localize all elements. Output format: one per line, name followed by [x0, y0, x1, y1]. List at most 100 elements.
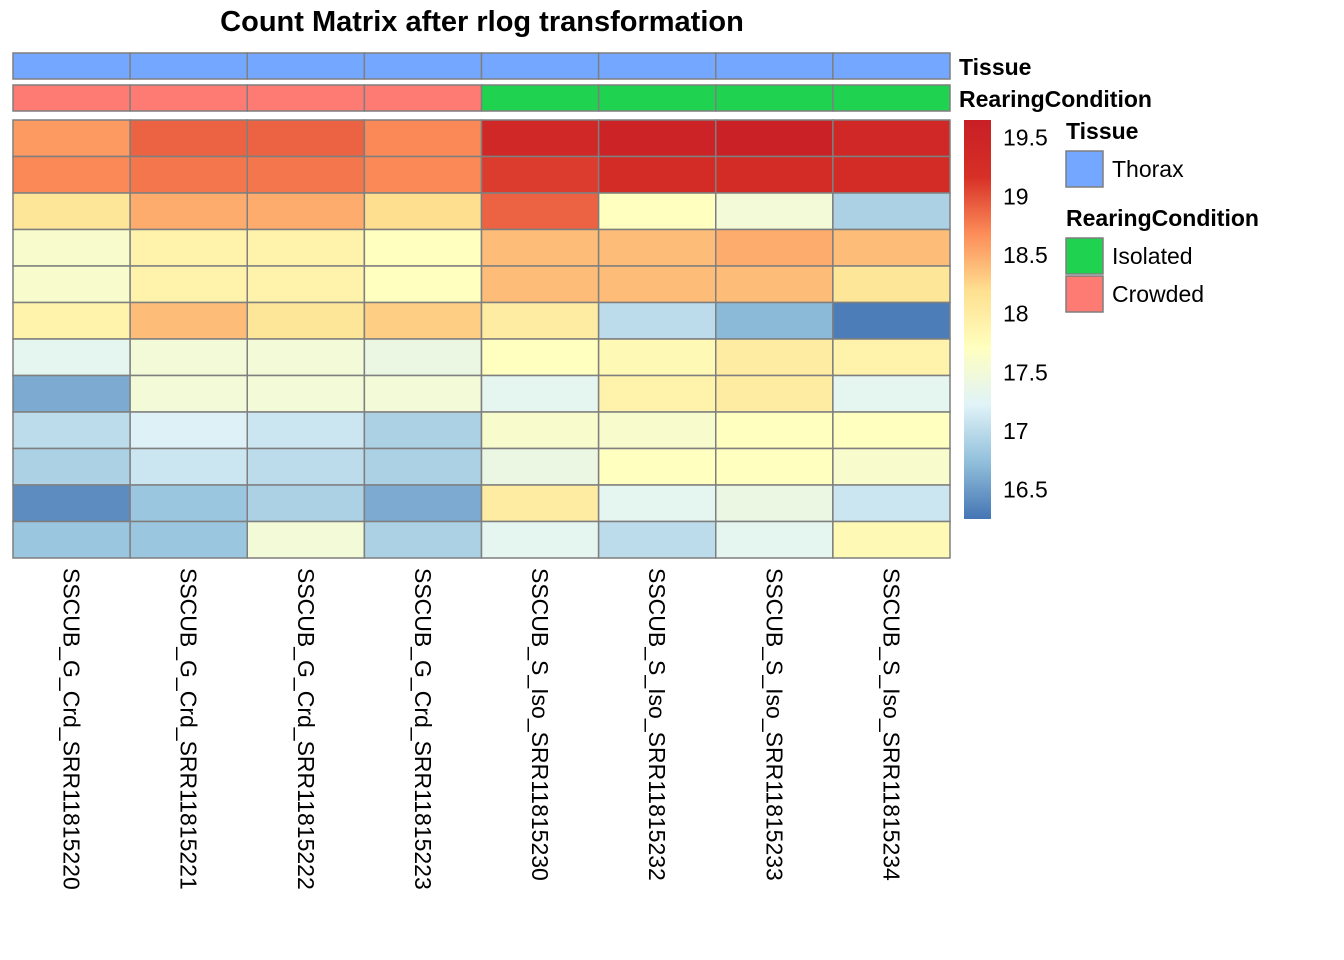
heatmap-cell: [832, 192, 951, 231]
annotation-cell: [715, 84, 834, 112]
heatmap-cell: [832, 411, 951, 450]
column-label: SSCUB_S_Iso_SRR11815232: [644, 568, 670, 881]
annotation-label: Tissue: [959, 54, 1031, 80]
heatmap-cell: [12, 338, 131, 377]
heatmap-cell: [363, 155, 483, 194]
annotation-cell: [715, 52, 834, 80]
heatmap-cell: [480, 192, 600, 231]
heatmap-cells: [12, 119, 951, 559]
heatmap-cell: [715, 447, 834, 486]
heatmap-cell: [597, 301, 717, 340]
heatmap-cell: [597, 411, 717, 450]
colorbar-tick-label: 16.5: [1003, 477, 1048, 503]
heatmap-cell: [246, 374, 366, 413]
legend-entry-label: Crowded: [1112, 281, 1204, 307]
annotation-cell: [480, 84, 600, 112]
colorbar-tick-label: 19.5: [1003, 125, 1048, 151]
colorbar-tick-label: 19: [1003, 183, 1029, 209]
annotation-cell: [832, 84, 951, 112]
heatmap-cell: [715, 192, 834, 231]
heatmap-cell: [597, 119, 717, 158]
heatmap-cell: [363, 447, 483, 486]
heatmap-cell: [246, 228, 366, 267]
heatmap-cell: [12, 447, 131, 486]
legend-entry-label: Thorax: [1112, 156, 1184, 182]
legend: Tissue Thorax RearingCondition Isolated Crow…: [1065, 118, 1259, 313]
heatmap-cell: [129, 301, 248, 340]
heatmap-cell: [12, 119, 131, 158]
colorbar-tick-label: 17: [1003, 418, 1029, 444]
colorbar-tick-label: 18: [1003, 301, 1029, 327]
heatmap-cell: [363, 411, 483, 450]
annotation-labels: Tissue RearingCondition: [959, 54, 1152, 112]
annotation-cell: [12, 84, 131, 112]
heatmap-cell: [597, 374, 717, 413]
heatmap-cell: [480, 447, 600, 486]
heatmap-cell: [832, 301, 951, 340]
heatmap-cell: [832, 374, 951, 413]
heatmap-cell: [715, 338, 834, 377]
heatmap-cell: [832, 447, 951, 486]
heatmap-cell: [480, 301, 600, 340]
heatmap-cell: [246, 484, 366, 523]
heatmap-cell: [363, 119, 483, 158]
legend-swatch: [1065, 150, 1104, 188]
heatmap-cell: [715, 228, 834, 267]
heatmap-cell: [129, 447, 248, 486]
annotation-cell: [129, 84, 248, 112]
heatmap-cell: [715, 411, 834, 450]
heatmap-cell: [12, 411, 131, 450]
legend-entry-label: Isolated: [1112, 243, 1193, 269]
chart-title: Count Matrix after rlog transformation: [220, 6, 744, 38]
heatmap-cell: [832, 520, 951, 559]
heatmap-cell: [597, 338, 717, 377]
heatmap-cell: [246, 301, 366, 340]
heatmap-cell: [129, 265, 248, 304]
heatmap-cell: [363, 192, 483, 231]
annotation-cell: [597, 52, 717, 80]
heatmap-cell: [363, 484, 483, 523]
heatmap-cell: [363, 301, 483, 340]
heatmap-cell: [480, 374, 600, 413]
heatmap-cell: [832, 155, 951, 194]
annotation-cell: [363, 52, 483, 80]
heatmap-cell: [715, 119, 834, 158]
heatmap-cell: [246, 265, 366, 304]
colorbar-tick-label: 17.5: [1003, 359, 1048, 385]
heatmap-cell: [480, 265, 600, 304]
annotation-cell: [246, 84, 366, 112]
heatmap-cell: [480, 484, 600, 523]
heatmap-cell: [480, 411, 600, 450]
heatmap-cell: [246, 447, 366, 486]
heatmap-cell: [597, 155, 717, 194]
heatmap-cell: [129, 119, 248, 158]
annotation-cell: [129, 52, 248, 80]
heatmap-cell: [715, 265, 834, 304]
heatmap-cell: [480, 155, 600, 194]
heatmap-cell: [597, 265, 717, 304]
heatmap-cell: [363, 374, 483, 413]
column-label: SSCUB_S_Iso_SRR11815230: [527, 568, 553, 881]
legend-swatch: [1065, 275, 1104, 313]
column-label: SSCUB_G_Crd_SRR11815222: [293, 568, 319, 890]
heatmap-cell: [12, 228, 131, 267]
heatmap-cell: [715, 301, 834, 340]
heatmap-cell: [129, 155, 248, 194]
heatmap-cell: [597, 484, 717, 523]
column-label: SSCUB_G_Crd_SRR11815221: [176, 568, 202, 890]
heatmap-cell: [246, 192, 366, 231]
heatmap-cell: [12, 520, 131, 559]
heatmap-cell: [832, 338, 951, 377]
colorbar-tick-label: 18.5: [1003, 242, 1048, 268]
annotation-label: RearingCondition: [959, 86, 1152, 112]
column-labels: SSCUB_G_Crd_SRR11815220 SSCUB_G_Crd_SRR11…: [59, 568, 905, 890]
heatmap-cell: [129, 338, 248, 377]
heatmap-cell: [480, 119, 600, 158]
column-label: SSCUB_G_Crd_SRR11815223: [410, 568, 436, 890]
heatmap-cell: [832, 265, 951, 304]
heatmap-cell: [12, 155, 131, 194]
annotation-cell: [597, 84, 717, 112]
heatmap-cell: [363, 520, 483, 559]
heatmap-cell: [715, 374, 834, 413]
